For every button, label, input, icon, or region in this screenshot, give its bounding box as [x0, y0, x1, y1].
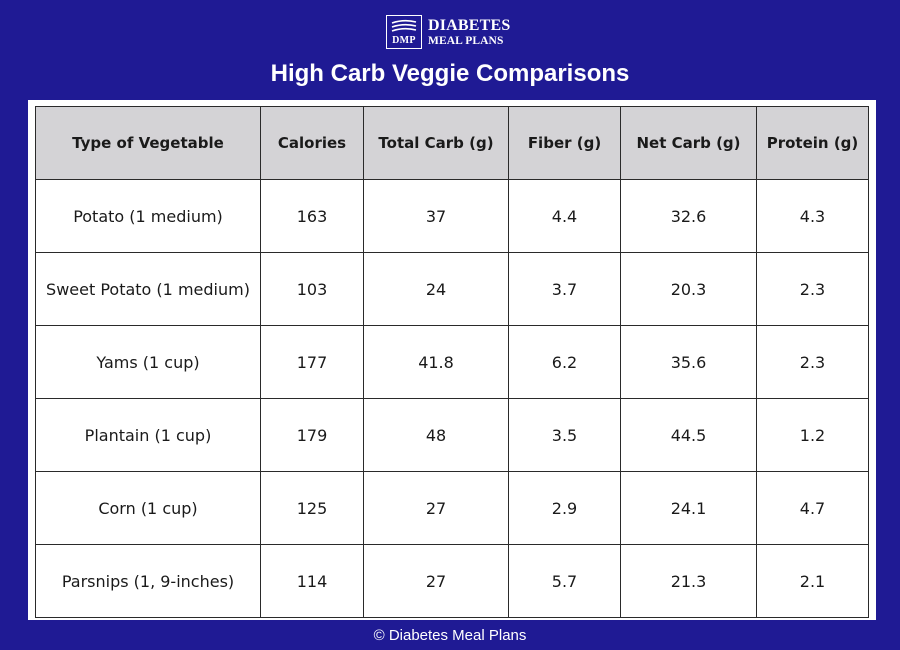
comparison-table: Type of Vegetable Calories Total Carb (g… — [35, 106, 869, 618]
table-cell: 125 — [260, 471, 364, 545]
table-row: Potato (1 medium) 163 37 4.4 32.6 4.3 — [35, 179, 869, 253]
table-cell: 103 — [260, 252, 364, 326]
table-panel: Type of Vegetable Calories Total Carb (g… — [28, 100, 876, 620]
column-header: Net Carb (g) — [620, 106, 757, 180]
table-cell: 24.1 — [620, 471, 757, 545]
table-row: Parsnips (1, 9-inches) 114 27 5.7 21.3 2… — [35, 544, 869, 618]
table-cell: Plantain (1 cup) — [35, 398, 261, 472]
table-cell: 20.3 — [620, 252, 757, 326]
table-cell: 114 — [260, 544, 364, 618]
table-cell: 6.2 — [508, 325, 621, 399]
table-cell: Potato (1 medium) — [35, 179, 261, 253]
plate-lines-icon — [391, 19, 417, 32]
table-cell: 1.2 — [756, 398, 869, 472]
table-header-row: Type of Vegetable Calories Total Carb (g… — [35, 106, 869, 180]
table-cell: 27 — [363, 544, 509, 618]
table-cell: 163 — [260, 179, 364, 253]
table-cell: 4.7 — [756, 471, 869, 545]
brand-logo: DMP DIABETES MEAL PLANS — [386, 15, 511, 51]
column-header: Fiber (g) — [508, 106, 621, 180]
logo-mark: DMP — [386, 15, 422, 49]
page-title: High Carb Veggie Comparisons — [270, 60, 630, 87]
table-cell: 4.3 — [756, 179, 869, 253]
copyright-footer: © Diabetes Meal Plans — [373, 627, 527, 644]
table-cell: 24 — [363, 252, 509, 326]
column-header: Protein (g) — [756, 106, 869, 180]
table-cell: 27 — [363, 471, 509, 545]
table-cell: 3.5 — [508, 398, 621, 472]
table-cell: 2.9 — [508, 471, 621, 545]
logo-wordmark: DIABETES MEAL PLANS — [428, 15, 511, 48]
table-cell: 5.7 — [508, 544, 621, 618]
table-cell: 2.1 — [756, 544, 869, 618]
table-cell: 35.6 — [620, 325, 757, 399]
table-cell: Corn (1 cup) — [35, 471, 261, 545]
table-cell: 41.8 — [363, 325, 509, 399]
table-row: Yams (1 cup) 177 41.8 6.2 35.6 2.3 — [35, 325, 869, 399]
table-cell: 3.7 — [508, 252, 621, 326]
table-cell: 44.5 — [620, 398, 757, 472]
table-cell: 177 — [260, 325, 364, 399]
table-row: Plantain (1 cup) 179 48 3.5 44.5 1.2 — [35, 398, 869, 472]
table-cell: 2.3 — [756, 325, 869, 399]
table-cell: Sweet Potato (1 medium) — [35, 252, 261, 326]
table-cell: Parsnips (1, 9-inches) — [35, 544, 261, 618]
table-row: Corn (1 cup) 125 27 2.9 24.1 4.7 — [35, 471, 869, 545]
table-cell: 32.6 — [620, 179, 757, 253]
column-header: Type of Vegetable — [35, 106, 261, 180]
logo-line2: MEAL PLANS — [428, 35, 504, 47]
table-cell: 37 — [363, 179, 509, 253]
logo-abbr: DMP — [392, 35, 416, 46]
table-cell: Yams (1 cup) — [35, 325, 261, 399]
table-cell: 21.3 — [620, 544, 757, 618]
table-cell: 179 — [260, 398, 364, 472]
column-header: Total Carb (g) — [363, 106, 509, 180]
column-header: Calories — [260, 106, 364, 180]
table-cell: 2.3 — [756, 252, 869, 326]
logo-line1: DIABETES — [428, 17, 511, 34]
table-row: Sweet Potato (1 medium) 103 24 3.7 20.3 … — [35, 252, 869, 326]
table-cell: 4.4 — [508, 179, 621, 253]
table-cell: 48 — [363, 398, 509, 472]
